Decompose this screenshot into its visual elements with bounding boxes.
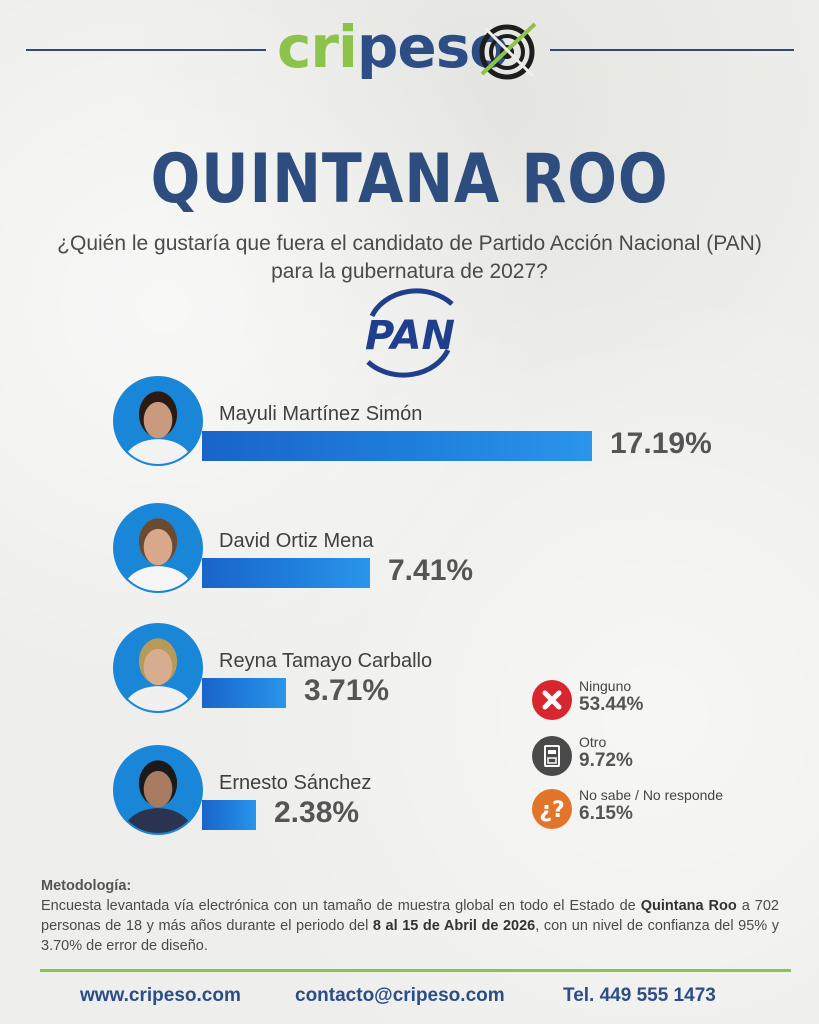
candidate-bar xyxy=(202,678,286,708)
methodology-state: Quintana Roo xyxy=(640,898,737,914)
pan-logo-text: PAN xyxy=(365,313,455,359)
candidate-photo xyxy=(113,503,203,593)
methodology-title: Metodología: xyxy=(41,878,132,894)
logo-cri: cri xyxy=(277,13,358,81)
candidate-percentage: 2.38% xyxy=(274,796,360,829)
candidate-name: David Ortiz Mena xyxy=(219,530,374,552)
survey-question-line2: para la gubernatura de 2027? xyxy=(271,260,548,283)
other-response-label: Otro xyxy=(579,734,607,750)
candidate-row: Ernesto Sánchez 2.38% xyxy=(0,742,819,842)
candidate-name: Mayuli Martínez Simón xyxy=(219,403,423,425)
header-divider-right xyxy=(550,49,794,51)
other-response-label: Ninguno xyxy=(579,678,632,694)
candidate-photo xyxy=(113,745,203,835)
footer-email-link[interactable]: contacto@cripeso.com xyxy=(295,985,505,1006)
candidate-percentage: 3.71% xyxy=(304,674,390,707)
methodology-text-2: a 702 personas de 18 y más años durante … xyxy=(41,898,779,934)
candidate-row: Mayuli Martínez Simón 17.19% xyxy=(0,373,819,473)
header-divider-left xyxy=(26,49,266,51)
footer-phone: Tel. 449 555 1473 xyxy=(563,985,716,1006)
other-response-value: 9.72% xyxy=(579,750,633,771)
header: cripeso xyxy=(0,0,819,100)
other-response-item: Ninguno 53.44% xyxy=(532,678,772,722)
candidate-photo xyxy=(113,623,203,713)
question-mark-icon: ¿? xyxy=(532,789,572,829)
methodology-period: 8 al 15 de Abril de 2026 xyxy=(372,918,536,934)
footer-divider xyxy=(40,969,791,972)
cripeso-logo: cripeso xyxy=(277,14,539,86)
other-response-value: 53.44% xyxy=(579,694,644,715)
other-response-value: 6.15% xyxy=(579,803,633,824)
survey-question-line1: ¿Quién le gustaría que fuera el candidat… xyxy=(57,232,762,255)
target-icon xyxy=(479,22,537,80)
ballot-box-icon xyxy=(532,736,572,776)
survey-question: ¿Quién le gustaría que fuera el candidat… xyxy=(40,230,779,286)
methodology-text-1: Encuesta levantada vía electrónica con u… xyxy=(41,898,641,914)
candidate-row: Reyna Tamayo Carballo 3.71% xyxy=(0,620,819,720)
other-response-item: ¿? No sabe / No responde 6.15% xyxy=(532,787,772,831)
other-response-label: No sabe / No responde xyxy=(579,787,723,803)
logo-wordmark: cripeso xyxy=(277,13,509,81)
other-response-item: Otro 9.72% xyxy=(532,734,772,778)
page-title: QUINTANA ROO xyxy=(150,140,669,219)
svg-text:¿?: ¿? xyxy=(539,798,565,823)
candidate-percentage: 7.41% xyxy=(388,554,474,587)
candidate-name: Reyna Tamayo Carballo xyxy=(219,650,433,672)
footer-website-link[interactable]: www.cripeso.com xyxy=(80,985,241,1006)
pan-party-logo: PAN xyxy=(365,288,455,378)
candidate-name: Ernesto Sánchez xyxy=(219,772,372,794)
candidate-photo xyxy=(113,376,203,466)
candidate-bar xyxy=(202,431,592,461)
candidate-percentage: 17.19% xyxy=(610,427,712,460)
methodology: Metodología: Encuesta levantada vía elec… xyxy=(41,876,779,956)
candidate-row: David Ortiz Mena 7.41% xyxy=(0,500,819,600)
candidate-bar xyxy=(202,558,370,588)
methodology-text-3: , con un nivel de confianza del 95% y 3.… xyxy=(41,918,780,954)
candidate-bar xyxy=(202,800,256,830)
x-circle-icon xyxy=(532,680,572,720)
